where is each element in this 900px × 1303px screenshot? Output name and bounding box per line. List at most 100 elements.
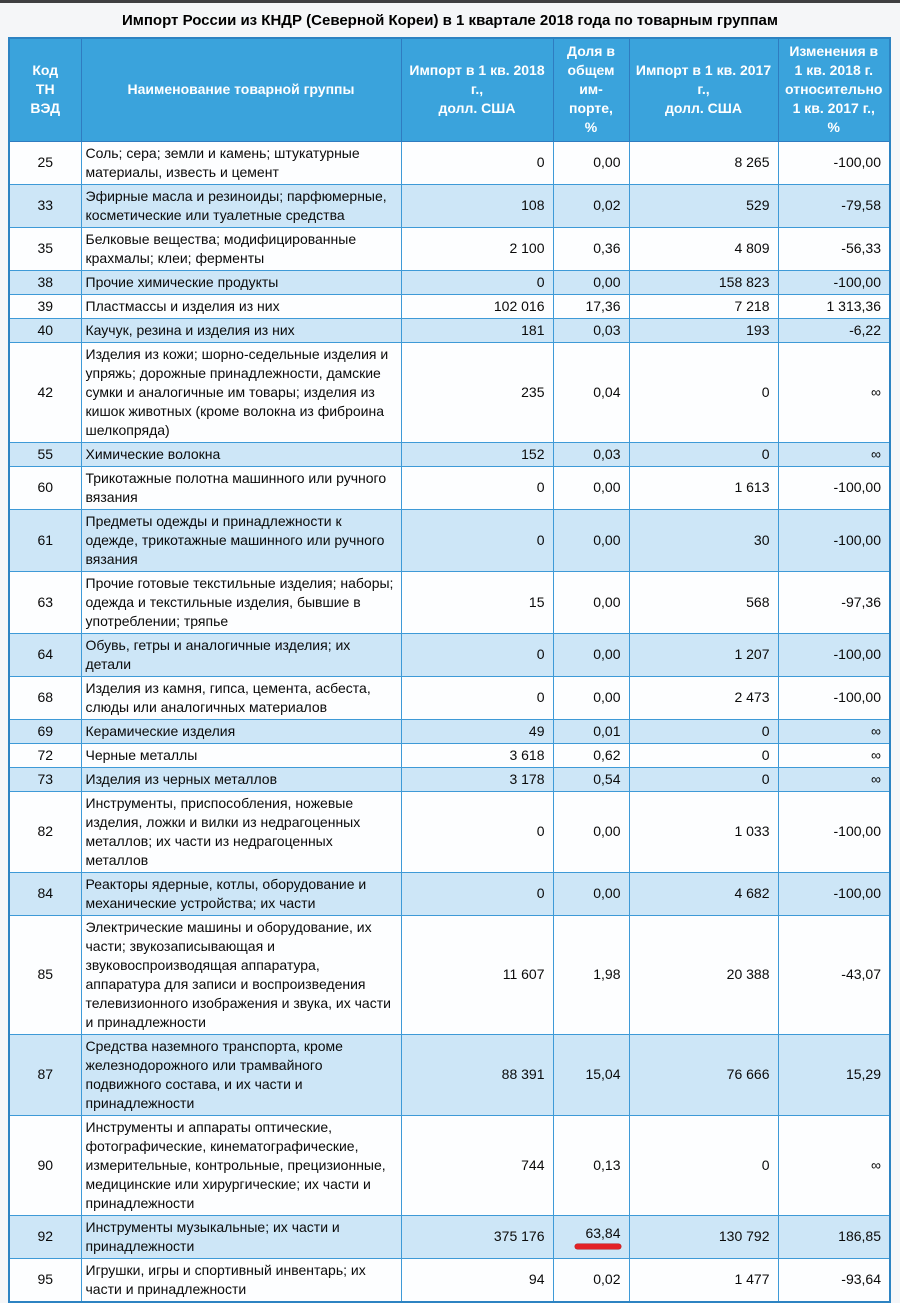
table-row: 35 Белковые вещества; модифицированные к… (8, 226, 891, 271)
cell-import-2018: 102 016 (400, 293, 554, 319)
cell-import-2017: 0 (628, 1114, 779, 1216)
cell-import-2018: 152 (400, 441, 554, 467)
cell-group-name: Изделия из камня, гипса, цемента, асбест… (80, 675, 402, 720)
cell-code: 84 (8, 871, 82, 916)
table-row: 40 Каучук, резина и изделия из них 181 0… (8, 317, 891, 343)
cell-share: 1,98 (552, 914, 630, 1035)
cell-change: -56,33 (777, 226, 891, 271)
cell-change: ∞ (777, 441, 891, 467)
cell-import-2017: 0 (628, 441, 779, 467)
cell-share: 0,00 (552, 570, 630, 634)
table-row: 84 Реакторы ядерные, котлы, оборудование… (8, 871, 891, 916)
imports-table: Код ТН ВЭД Наименование товарной группы … (8, 37, 891, 1303)
cell-group-name: Керамические изделия (80, 718, 402, 744)
cell-code: 63 (8, 570, 82, 634)
table-header: Код ТН ВЭД Наименование товарной группы … (8, 38, 891, 142)
cell-import-2017: 193 (628, 317, 779, 343)
cell-change: ∞ (777, 341, 891, 443)
cell-code: 42 (8, 341, 82, 443)
cell-import-2017: 1 477 (628, 1257, 779, 1302)
cell-import-2017: 0 (628, 718, 779, 744)
cell-share: 0,02 (552, 183, 630, 228)
cell-code: 64 (8, 632, 82, 677)
cell-code: 38 (8, 269, 82, 295)
cell-share: 0,02 (552, 1257, 630, 1302)
cell-share: 0,00 (552, 632, 630, 677)
column-header-name: Наименование товарной группы (80, 38, 402, 142)
cell-code: 90 (8, 1114, 82, 1216)
column-header-import-2017: Импорт в 1 кв. 2017 г., долл. США (628, 38, 779, 142)
table-row: 85 Электрические машины и оборудование, … (8, 914, 891, 1035)
cell-group-name: Игрушки, игры и спортивный инвентарь; их… (80, 1257, 402, 1302)
cell-group-name: Средства наземного транспорта, кроме жел… (80, 1033, 402, 1116)
table-row: 39 Пластмассы и изделия из них 102 016 1… (8, 293, 891, 319)
cell-import-2018: 0 (400, 790, 554, 873)
cell-share: 15,04 (552, 1033, 630, 1116)
cell-group-name: Инструменты, приспособления, ножевые изд… (80, 790, 402, 873)
cell-import-2017: 20 388 (628, 914, 779, 1035)
cell-import-2017: 0 (628, 766, 779, 792)
table-row: 68 Изделия из камня, гипса, цемента, асб… (8, 675, 891, 720)
cell-code: 40 (8, 317, 82, 343)
window-top-edge (0, 0, 900, 3)
table-row: 90 Инструменты и аппараты оптические, фо… (8, 1114, 891, 1216)
cell-import-2018: 0 (400, 871, 554, 916)
cell-share: 0,03 (552, 317, 630, 343)
cell-group-name: Пластмассы и изделия из них (80, 293, 402, 319)
cell-change: -100,00 (777, 871, 891, 916)
cell-group-name: Соль; сера; земли и камень; штукатурные … (80, 140, 402, 185)
cell-change: -100,00 (777, 140, 891, 185)
cell-import-2017: 1 033 (628, 790, 779, 873)
cell-group-name: Инструменты музыкальные; их части и прин… (80, 1214, 402, 1259)
table-row: 95 Игрушки, игры и спортивный инвентарь;… (8, 1257, 891, 1302)
cell-import-2018: 108 (400, 183, 554, 228)
table-row: 92 Инструменты музыкальные; их части и п… (8, 1214, 891, 1259)
cell-import-2018: 181 (400, 317, 554, 343)
cell-code: 92 (8, 1214, 82, 1259)
cell-import-2017: 0 (628, 742, 779, 768)
cell-group-name: Эфирные масла и резиноиды; парфюмерные, … (80, 183, 402, 228)
cell-share: 0,62 (552, 742, 630, 768)
cell-change: ∞ (777, 1114, 891, 1216)
cell-share: 0,01 (552, 718, 630, 744)
cell-import-2018: 11 607 (400, 914, 554, 1035)
cell-change: -6,22 (777, 317, 891, 343)
cell-import-2017: 158 823 (628, 269, 779, 295)
table-row: 42 Изделия из кожи; шорно-седельные изде… (8, 341, 891, 443)
cell-code: 95 (8, 1257, 82, 1302)
cell-group-name: Черные металлы (80, 742, 402, 768)
table-row: 38 Прочие химические продукты 0 0,00 158… (8, 269, 891, 295)
cell-share: 0,54 (552, 766, 630, 792)
cell-code: 69 (8, 718, 82, 744)
cell-change: -43,07 (777, 914, 891, 1035)
cell-import-2017: 4 809 (628, 226, 779, 271)
cell-group-name: Обувь, гетры и аналогичные изделия; их д… (80, 632, 402, 677)
cell-group-name: Электрические машины и оборудование, их … (80, 914, 402, 1035)
cell-import-2017: 1 207 (628, 632, 779, 677)
table-row: 61 Предметы одежды и принадлежности к од… (8, 508, 891, 572)
cell-share: 0,00 (552, 508, 630, 572)
cell-import-2018: 3 618 (400, 742, 554, 768)
cell-change: 15,29 (777, 1033, 891, 1116)
cell-import-2018: 49 (400, 718, 554, 744)
column-header-code: Код ТН ВЭД (8, 38, 82, 142)
cell-import-2018: 744 (400, 1114, 554, 1216)
table-body: 25 Соль; сера; земли и камень; штукатурн… (8, 140, 891, 1302)
cell-import-2018: 15 (400, 570, 554, 634)
cell-group-name: Белковые вещества; модифицированные крах… (80, 226, 402, 271)
table-row: 73 Изделия из черных металлов 3 178 0,54… (8, 766, 891, 792)
cell-change: -100,00 (777, 790, 891, 873)
cell-import-2017: 529 (628, 183, 779, 228)
cell-import-2018: 0 (400, 632, 554, 677)
cell-code: 60 (8, 465, 82, 510)
cell-import-2017: 8 265 (628, 140, 779, 185)
cell-share: 0,36 (552, 226, 630, 271)
cell-import-2017: 1 613 (628, 465, 779, 510)
cell-code: 61 (8, 508, 82, 572)
cell-change: -100,00 (777, 508, 891, 572)
table-row: 87 Средства наземного транспорта, кроме … (8, 1033, 891, 1116)
cell-group-name: Прочие готовые текстильные изделия; набо… (80, 570, 402, 634)
cell-import-2018: 0 (400, 465, 554, 510)
cell-change: -100,00 (777, 465, 891, 510)
